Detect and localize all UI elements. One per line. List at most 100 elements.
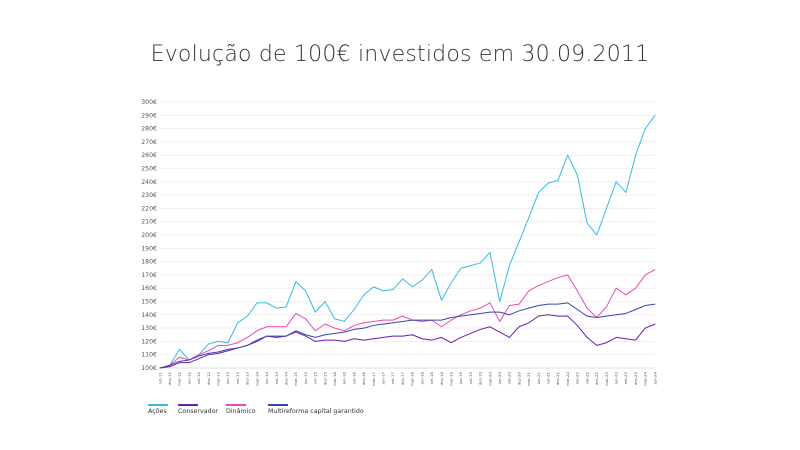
data-point [654, 114, 656, 116]
data-point [635, 154, 637, 156]
x-tick-label: mar-20 [487, 371, 492, 385]
data-point [285, 335, 287, 337]
data-point [518, 303, 520, 305]
data-point [547, 314, 549, 316]
data-point [489, 326, 491, 328]
data-point [382, 290, 384, 292]
data-point [285, 306, 287, 308]
x-tick-label: set-15 [313, 371, 318, 384]
x-tick-label: dez-18 [439, 371, 444, 385]
y-tick-label: 140€ [141, 312, 157, 319]
data-point [305, 335, 307, 337]
data-point [295, 330, 297, 332]
data-point [402, 335, 404, 337]
data-point [499, 321, 501, 322]
x-tick-label: jun-15 [303, 371, 308, 385]
data-point [625, 191, 627, 193]
data-point [256, 340, 258, 342]
data-point [373, 321, 374, 322]
data-point [266, 302, 268, 304]
x-tick-label: mar-18 [410, 371, 415, 385]
y-tick-label: 250€ [141, 166, 157, 173]
y-tick-label: 100€ [141, 365, 157, 372]
data-point [208, 350, 209, 352]
x-tick-label: jun-13 [225, 371, 230, 385]
y-tick-label: 170€ [141, 272, 157, 279]
data-point [518, 326, 520, 328]
data-point [470, 310, 472, 312]
data-point [576, 324, 578, 326]
y-tick-label: 260€ [141, 152, 157, 159]
series-2 [159, 269, 656, 369]
data-point [217, 340, 219, 342]
y-tick-label: 290€ [141, 112, 157, 119]
data-point [586, 336, 588, 338]
x-tick-label: set-12 [196, 371, 201, 384]
data-point [508, 336, 510, 338]
x-tick-label: dez-20 [516, 371, 521, 385]
y-tick-label: 270€ [141, 139, 157, 146]
data-point [586, 315, 588, 317]
data-point [508, 305, 510, 306]
x-tick-label: mar-22 [565, 371, 570, 385]
data-point [567, 315, 569, 317]
data-point [402, 321, 404, 322]
data-point [547, 281, 549, 282]
x-tick-label: set-22 [584, 371, 589, 384]
data-point [586, 307, 588, 309]
data-point [198, 354, 200, 356]
x-tick-label: mar-24 [643, 371, 648, 385]
data-point [654, 303, 656, 305]
y-tick-label: 160€ [141, 285, 157, 292]
x-tick-label: set-17 [390, 371, 395, 384]
data-point [431, 319, 433, 321]
data-point [276, 307, 277, 309]
legend-swatch-dinamico [226, 404, 246, 406]
x-tick-label: jun-20 [497, 371, 502, 385]
x-tick-label: dez-12 [206, 371, 211, 385]
data-point [557, 180, 559, 181]
x-tick-label: dez-16 [361, 371, 366, 385]
data-point [615, 336, 617, 338]
x-tick-label: set-13 [235, 371, 240, 384]
legend-swatch-acoes [148, 404, 168, 406]
data-point [596, 317, 598, 318]
data-point [295, 281, 297, 282]
data-point [188, 362, 190, 364]
data-point [276, 336, 277, 338]
y-tick-label: 280€ [141, 126, 157, 133]
data-point [237, 322, 239, 324]
legend-label-conservador: Conservador [178, 408, 219, 415]
y-tick-label: 300€ [141, 99, 157, 106]
x-tick-label: dez-19 [478, 371, 483, 385]
data-point [343, 331, 345, 333]
legend-label-multireforma: Multireforma capital garantido [268, 408, 364, 415]
data-point [188, 359, 190, 361]
data-point [178, 360, 180, 362]
data-point [217, 352, 219, 354]
x-tick-label: dez-15 [322, 371, 327, 385]
data-point [431, 269, 433, 271]
x-tick-label: dez-23 [633, 371, 638, 385]
x-tick-label: dez-14 [283, 371, 288, 385]
data-point [363, 294, 365, 296]
data-point [256, 339, 258, 341]
data-point [314, 340, 316, 342]
data-point [373, 286, 374, 288]
y-tick-label: 210€ [141, 219, 157, 226]
data-point [305, 290, 307, 292]
gridlines [160, 101, 655, 369]
x-tick-label: set-20 [507, 371, 512, 384]
y-tick-label: 150€ [141, 299, 157, 306]
data-point [256, 302, 258, 304]
data-point [547, 303, 549, 305]
data-point [644, 128, 646, 130]
data-point [402, 278, 404, 280]
data-point [382, 336, 384, 338]
legend-label-dinamico: Dinâmico [226, 408, 256, 415]
x-axis: set-11 dez-11 mar-12 jun-12 set-12 dez-12 mar-… [157, 371, 657, 385]
data-point [567, 302, 569, 304]
data-point [353, 309, 355, 310]
data-point [266, 335, 268, 337]
data-point [334, 327, 336, 329]
